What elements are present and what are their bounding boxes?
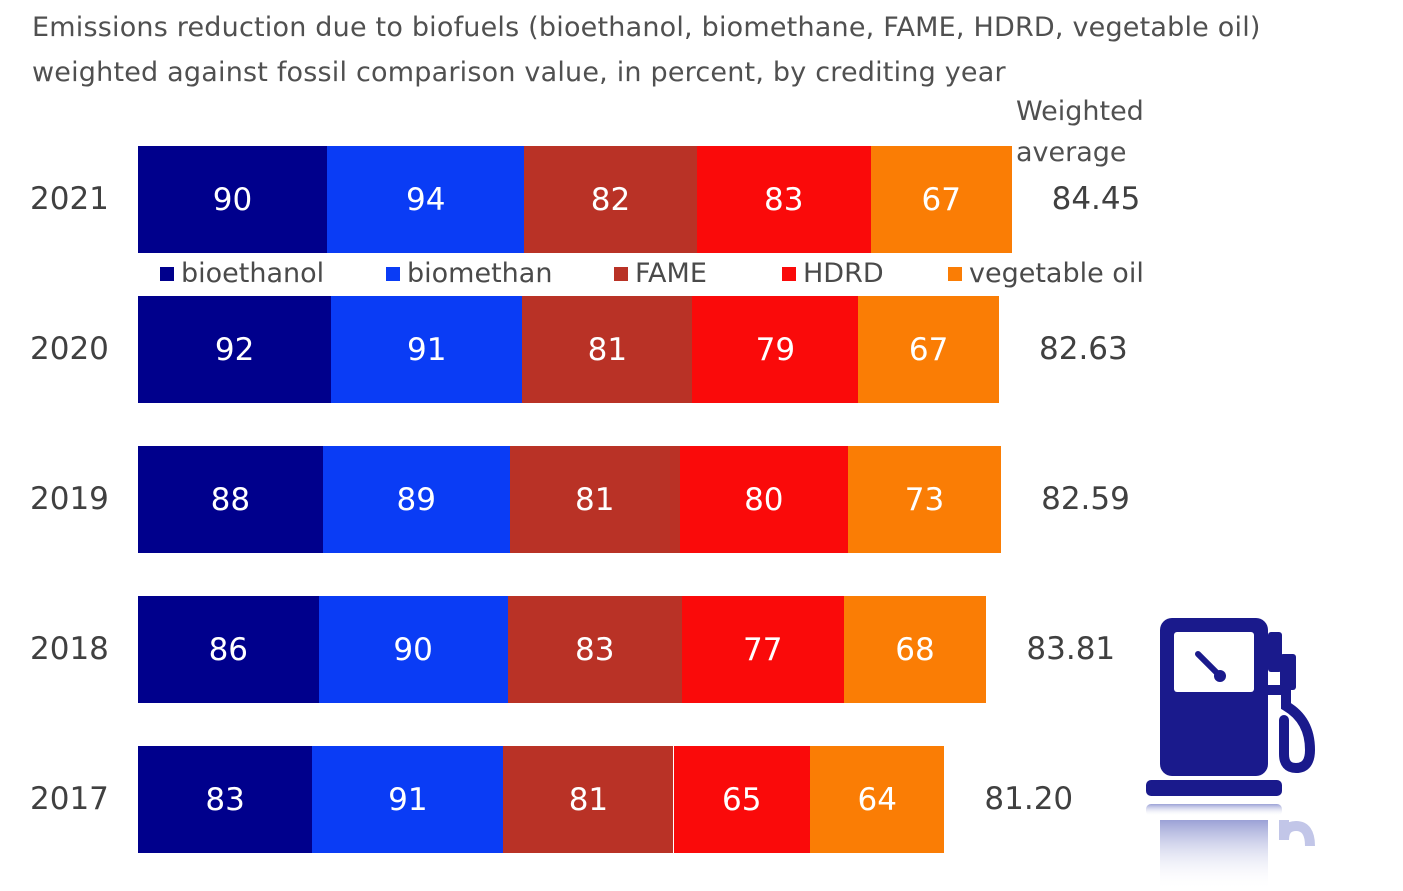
bar-segment: 83 (696, 146, 871, 253)
bar-segment: 89 (322, 446, 510, 553)
weighted-average-value: 84.45 (1051, 180, 1141, 217)
fuel-pump-icon (1146, 618, 1316, 890)
bar-segment: 94 (327, 146, 525, 253)
bar-segment: 91 (312, 746, 504, 853)
data-label: 77 (743, 631, 783, 668)
legend-swatch (614, 266, 628, 281)
data-label: 67 (921, 181, 961, 218)
data-label: 64 (857, 781, 897, 818)
data-label: 73 (904, 481, 945, 518)
bar-segment: 90 (138, 146, 327, 253)
legend-label: HDRD (803, 258, 884, 289)
bar-segment: 90 (318, 596, 508, 703)
data-label: 80 (744, 481, 784, 518)
data-label: 92 (214, 331, 255, 368)
data-label: 81 (568, 781, 609, 818)
bar-segment: 83 (507, 596, 682, 703)
bar-segment: 67 (870, 146, 1012, 253)
bar-segment: 86 (138, 596, 319, 703)
bar-segment: 65 (673, 746, 810, 853)
legend-item: biomethan (386, 258, 552, 289)
legend-label: biomethan (407, 258, 553, 289)
data-label: 67 (908, 331, 949, 368)
legend-label: bioethanol (181, 258, 325, 289)
data-label: 82 (590, 181, 631, 218)
year-label: 2020 (30, 330, 109, 367)
year-label: 2017 (30, 780, 109, 817)
year-label: 2018 (30, 630, 109, 667)
data-label: 81 (587, 331, 628, 368)
legend-label: FAME (635, 258, 707, 289)
bar-segment: 81 (509, 446, 680, 553)
legend-swatch (948, 266, 962, 281)
data-label: 79 (755, 331, 796, 368)
legend-item: HDRD (782, 258, 884, 289)
legend-item: bioethanol (160, 258, 324, 289)
weighted-average-header: Weighted (1016, 96, 1144, 127)
year-label: 2021 (30, 180, 109, 217)
year-label: 2019 (30, 480, 109, 517)
data-label: 91 (388, 781, 428, 818)
weighted-average-value: 83.81 (1026, 630, 1116, 667)
legend-swatch (386, 266, 400, 281)
weighted-average-header: average (1016, 137, 1127, 168)
bar-segment: 73 (847, 446, 1002, 553)
bar-segment: 67 (858, 296, 999, 403)
legend-item: FAME (614, 258, 707, 289)
data-label: 68 (895, 631, 935, 668)
legend-swatch (782, 266, 796, 281)
bar-segment: 68 (843, 596, 987, 703)
bar-segment: 64 (810, 746, 945, 853)
bar-segment: 77 (681, 596, 844, 703)
bar-segment: 79 (692, 296, 859, 403)
data-label: 91 (407, 331, 447, 368)
data-label: 86 (208, 631, 249, 668)
data-label: 83 (205, 781, 245, 818)
legend-swatch (160, 266, 174, 281)
chart-subtitle: weighted against fossil comparison value… (32, 57, 1006, 88)
data-label: 81 (575, 481, 615, 518)
bar-segment: 81 (503, 746, 674, 853)
data-label: 83 (764, 181, 804, 218)
data-label: 90 (393, 631, 433, 668)
bar-segment: 80 (679, 446, 848, 553)
weighted-average-value: 82.63 (1039, 330, 1128, 367)
data-label: 88 (210, 481, 251, 518)
data-label: 90 (212, 181, 253, 218)
bar-segment: 81 (522, 296, 693, 403)
bar-segment: 82 (524, 146, 697, 253)
legend-item: vegetable oil (948, 258, 1144, 289)
weighted-average-value: 82.59 (1041, 480, 1130, 517)
legend-label: vegetable oil (969, 258, 1144, 289)
bar-segment: 91 (331, 296, 523, 403)
data-label: 94 (405, 181, 446, 218)
chart-title: Emissions reduction due to biofuels (bio… (32, 12, 1261, 43)
bar-segment: 83 (138, 746, 313, 853)
bar-segment: 88 (138, 446, 323, 553)
data-label: 89 (396, 481, 436, 518)
weighted-average-value: 81.20 (984, 780, 1074, 817)
bar-segment: 92 (138, 296, 332, 403)
data-label: 83 (575, 631, 615, 668)
data-label: 65 (722, 781, 762, 818)
